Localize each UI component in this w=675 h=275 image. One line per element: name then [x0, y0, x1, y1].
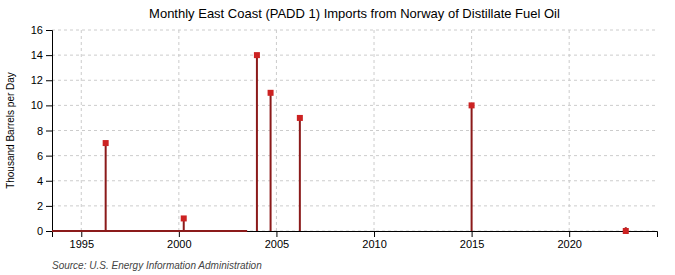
axis-line	[53, 232, 658, 238]
marks	[52, 52, 629, 234]
tick-label: 2	[37, 200, 43, 212]
plot: 1995 2000 2005 2010 2015 2020 0 2 4 6 8 10 12 14 16	[31, 24, 658, 250]
tick: 0	[37, 225, 52, 237]
x-axis: 1995 2000 2005 2010 2015 2020	[53, 231, 658, 250]
tick-label: 2010	[362, 238, 386, 250]
line-segment	[105, 143, 107, 231]
line-segment	[52, 230, 247, 232]
tick: 2000	[167, 231, 191, 250]
tick-label: 6	[37, 150, 43, 162]
tick-mark	[46, 80, 52, 81]
tick-label: 16	[31, 24, 43, 36]
y-axis-label: Thousand Barrels per Day	[5, 72, 16, 189]
grid-line-x	[374, 30, 375, 231]
line-segment	[471, 105, 473, 231]
tick-mark	[46, 55, 52, 56]
tick: 2005	[265, 231, 289, 250]
tick-mark	[46, 105, 52, 106]
tick-mark	[46, 206, 52, 207]
tick-mark	[472, 231, 473, 237]
tick: 4	[37, 175, 52, 187]
grid-line-x	[81, 30, 82, 231]
marker	[268, 90, 274, 96]
grid-line-y	[52, 155, 657, 156]
tick: 2010	[362, 231, 386, 250]
tick-label: 2000	[167, 238, 191, 250]
title: Monthly East Coast (PADD 1) Imports from…	[149, 6, 560, 21]
tick-mark	[46, 231, 52, 232]
tick-label: 14	[31, 49, 43, 61]
axis-line	[46, 31, 53, 232]
tick-label: 0	[37, 225, 43, 237]
tick: 6	[37, 150, 52, 162]
tick-mark	[46, 156, 52, 157]
tick-label: 12	[31, 74, 43, 86]
line-segment	[270, 93, 272, 231]
tick: 14	[31, 49, 52, 61]
tick: 8	[37, 125, 52, 137]
source-note: Source: U.S. Energy Information Administ…	[52, 260, 262, 271]
tick-label: 2005	[265, 238, 289, 250]
tick-label: 2020	[557, 238, 581, 250]
marker	[181, 215, 187, 221]
grid-line-x	[471, 30, 472, 231]
grid-line-y	[52, 80, 657, 81]
tick-mark	[374, 231, 375, 237]
tick: 2	[37, 200, 52, 212]
y-axis: 0 2 4 6 8 10 12 14 16	[31, 24, 53, 237]
tick: 16	[31, 24, 52, 36]
tick-mark	[46, 131, 52, 132]
tick: 2015	[460, 231, 484, 250]
tick-label: 8	[37, 125, 43, 137]
chart: 1995 2000 2005 2010 2015 2020 0 2 4 6 8 10 12 14 16 Mon…	[0, 0, 675, 275]
tick: 2020	[557, 231, 581, 250]
grid-line-y	[52, 130, 657, 131]
tick-label: 10	[31, 99, 43, 111]
line-segment	[256, 55, 258, 231]
grid-line-y	[52, 55, 657, 56]
tick: 12	[31, 74, 52, 86]
tick-label: 1995	[70, 238, 94, 250]
tick-label: 2015	[460, 238, 484, 250]
grid-line-y	[52, 180, 657, 181]
grid-line-y	[52, 105, 657, 106]
tick-mark	[276, 231, 277, 237]
tick-mark	[569, 231, 570, 237]
tick: 10	[31, 99, 52, 111]
grid-line-y	[52, 30, 657, 31]
marker	[297, 115, 303, 121]
grid-line-y	[52, 205, 657, 206]
marker	[103, 140, 109, 146]
marker	[469, 102, 475, 108]
tick-label: 4	[37, 175, 43, 187]
grid	[52, 30, 657, 231]
tick-mark	[46, 181, 52, 182]
tick: 1995	[70, 231, 94, 250]
line-segment	[299, 118, 301, 231]
marker	[254, 52, 260, 58]
marker	[623, 228, 629, 234]
tick-mark	[46, 30, 52, 31]
